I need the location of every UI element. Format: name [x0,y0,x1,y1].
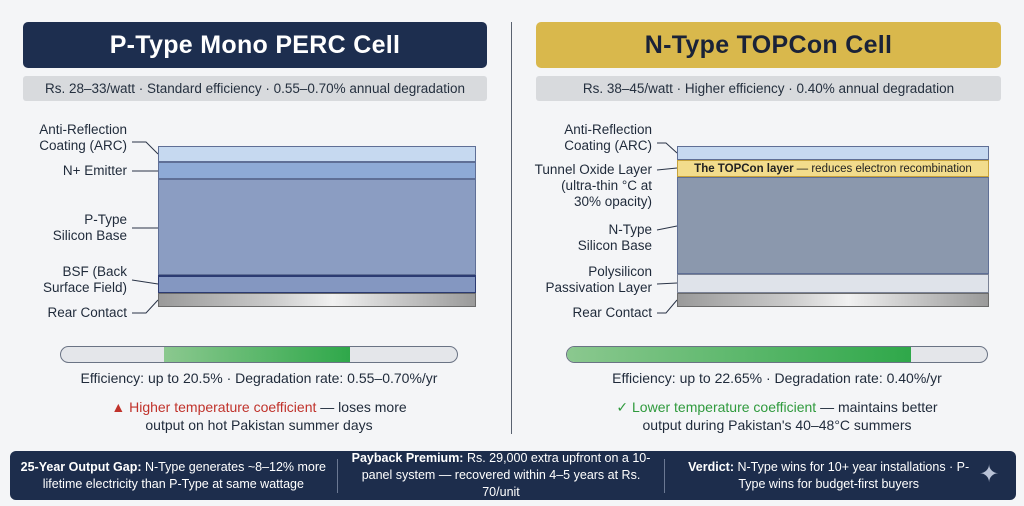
label-rear-contact: Rear Contact [47,305,127,320]
label-n-base: N-Type Silicon Base [577,222,652,253]
label-arc: Anti-Reflection Coating (ARC) [39,122,127,153]
layer-arc [158,146,476,162]
p-type-cell-stack [158,146,476,307]
layer-rear-contact-n [677,293,989,307]
p-type-title: P-Type Mono PERC Cell [23,22,487,68]
p-type-subtitle: Rs. 28–33/watt · Standard efficiency · 0… [23,76,487,101]
footer-separator [336,458,338,493]
layer-p-base [158,179,476,275]
n-type-panel: N-Type TOPCon Cell Rs. 38–45/watt · High… [512,0,1024,446]
n-type-efficiency-fill [567,347,912,362]
label-arc-n: Anti-Reflection Coating (ARC) [564,122,652,153]
layer-n-base [677,177,989,274]
layer-bsf [158,275,476,293]
n-type-note: ✓ Lower temperature coefficient — mainta… [616,399,938,433]
panel-divider [511,22,512,434]
p-type-panel: P-Type Mono PERC Cell Rs. 28–33/watt · S… [0,0,512,446]
warning-triangle-icon: ▲ [111,399,126,415]
label-rear-contact-n: Rear Contact [572,305,652,320]
summary-footer: 25-Year Output Gap: N-Type generates ~8–… [10,451,1016,500]
n-type-efficiency-bar [566,346,988,363]
footer-output-gap: 25-Year Output Gap: N-Type generates ~8–… [20,459,326,491]
layer-polysilicon [677,274,989,293]
p-type-efficiency-fill [163,347,351,362]
label-tunnel-oxide: Tunnel Oxide Layer (ultra-thin °C at 30% o… [534,162,652,209]
label-polysilicon: Polysilicon Passivation Layer [545,264,652,295]
check-icon: ✓ [616,399,629,415]
p-type-note: ▲ Higher temperature coefficient — loses… [111,399,407,433]
n-type-subtitle: Rs. 38–45/watt · Higher efficiency · 0.4… [536,76,1001,101]
layer-tunnel-oxide: The TOPCon layer — reduces electron recom… [677,160,989,177]
sparkle-icon: ✦ [978,461,1000,488]
label-p-base: P-Type Silicon Base [52,212,127,243]
label-emitter: N+ Emitter [62,163,127,178]
footer-verdict: Verdict: N-Type wins for 10+ year instal… [688,459,970,491]
label-bsf: BSF (Back Surface Field) [42,264,127,295]
footer-separator [664,458,666,493]
layer-arc-n [677,146,989,160]
footer-payback: Payback Premium: Rs. 29,000 extra upfron… [351,451,651,499]
layer-rear-contact [158,293,476,307]
n-type-cell-stack: The TOPCon layer — reduces electron recom… [677,146,989,307]
n-type-stats: Efficiency: up to 22.65% · Degradation r… [612,370,942,386]
p-type-efficiency-bar [60,346,458,363]
n-type-title: N-Type TOPCon Cell [536,22,1001,68]
p-type-stats: Efficiency: up to 20.5% · Degradation ra… [80,370,438,386]
layer-emitter [158,162,476,179]
